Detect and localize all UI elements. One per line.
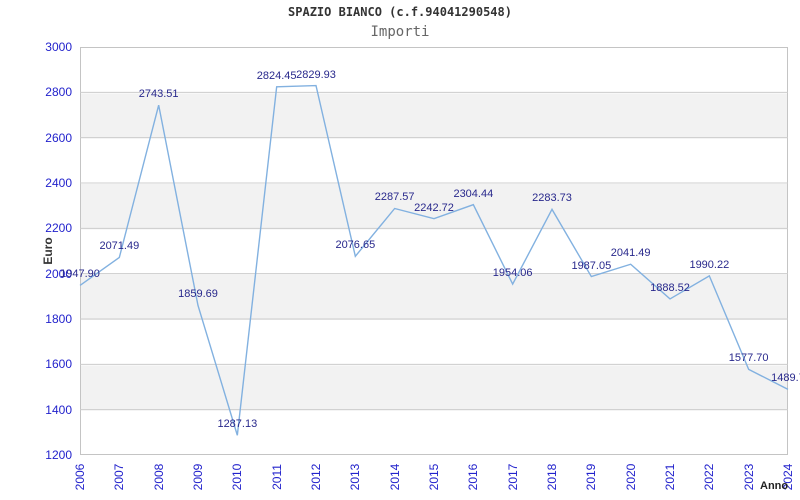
data-label: 1990.22 xyxy=(689,258,730,271)
y-axis-title: Euro xyxy=(41,237,55,265)
data-label: 1954.06 xyxy=(492,267,533,280)
x-tick-label: 2007 xyxy=(112,463,127,491)
x-tick-label: 2020 xyxy=(623,463,638,491)
y-tick-label: 2800 xyxy=(45,85,72,100)
y-tick-label: 1800 xyxy=(45,312,72,326)
x-tick-label: 2013 xyxy=(348,463,363,491)
x-tick-label: 2019 xyxy=(584,463,599,491)
data-label: 1489.7 xyxy=(771,372,800,385)
data-label: 2076.65 xyxy=(335,239,376,252)
x-tick-label: 2022 xyxy=(702,463,717,491)
data-label: 2283.73 xyxy=(532,192,572,205)
x-tick-label: 2014 xyxy=(387,463,402,491)
y-tick-label: 2000 xyxy=(45,266,72,281)
chart-subtitle: Importi xyxy=(370,24,430,40)
chart-title: SPAZIO BIANCO (c.f.94041290548) xyxy=(288,5,512,19)
data-label: 2041.49 xyxy=(610,247,651,260)
data-label: 1987.05 xyxy=(571,259,612,272)
y-tick-label: 2400 xyxy=(45,176,72,190)
x-tick-label: 2011 xyxy=(269,464,284,490)
y-tick-label: 2600 xyxy=(45,130,72,145)
x-tick-label: 2017 xyxy=(505,463,520,491)
data-label: 2287.57 xyxy=(374,191,415,204)
data-label: 1287.13 xyxy=(217,418,258,431)
x-tick-label: 2008 xyxy=(151,463,166,491)
y-tick-label: 2200 xyxy=(45,221,72,236)
x-tick-label: 2009 xyxy=(191,463,205,491)
y-tick-label: 1200 xyxy=(45,448,72,462)
data-label: 2242.72 xyxy=(414,201,454,214)
data-label: 2743.51 xyxy=(138,88,179,101)
x-tick-label: 2018 xyxy=(545,463,559,491)
x-tick-label: 2023 xyxy=(741,463,756,491)
plot-area xyxy=(80,47,788,455)
data-label: 1888.52 xyxy=(650,281,690,294)
y-tick-label: 1600 xyxy=(45,357,72,372)
x-axis-title: Anno xyxy=(760,480,789,492)
data-label: 1947.90 xyxy=(60,268,100,281)
data-label: 2824.45 xyxy=(256,69,297,82)
y-tick-label: 1400 xyxy=(45,402,72,417)
x-tick-label: 2021 xyxy=(663,463,677,491)
x-tick-label: 2012 xyxy=(309,463,323,491)
x-tick-label: 2015 xyxy=(427,463,441,491)
x-tick-label: 2006 xyxy=(73,463,87,491)
y-tick-label: 3000 xyxy=(45,40,72,54)
data-label: 1859.69 xyxy=(178,288,218,301)
data-label: 2071.49 xyxy=(99,240,140,253)
data-label: 1577.70 xyxy=(728,352,769,365)
data-label: 2829.93 xyxy=(296,68,336,81)
x-tick-label: 2016 xyxy=(466,463,481,491)
x-tick-label: 2010 xyxy=(230,463,245,491)
data-label: 2304.44 xyxy=(453,187,494,200)
